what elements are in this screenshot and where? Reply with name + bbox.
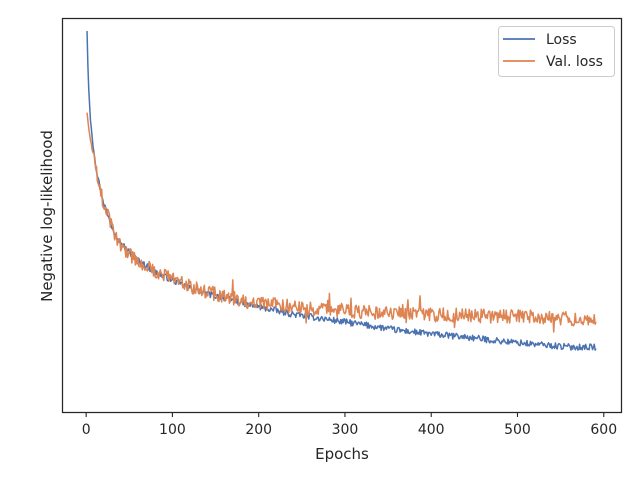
plot-area-frame [61, 17, 623, 414]
x-tick-label: 300 [332, 422, 359, 438]
x-tick-label: 400 [418, 422, 445, 438]
x-tick-label: 500 [504, 422, 531, 438]
y-axis-label: Negative log-likelihood [38, 130, 56, 302]
series-layer [86, 30, 597, 351]
x-axis-ticks: 0 100 200 300 400 500 600 [82, 412, 617, 438]
x-axis-label: Epochs [315, 445, 369, 463]
x-tick-label: 600 [590, 422, 617, 438]
legend: Loss Val. loss [498, 26, 615, 77]
legend-label-val-loss: Val. loss [546, 54, 603, 70]
x-tick-label: 200 [245, 422, 272, 438]
series-line-val-loss [86, 112, 597, 333]
x-tick-label: 0 [82, 422, 91, 438]
legend-label-loss: Loss [546, 32, 577, 48]
x-tick-label: 100 [159, 422, 186, 438]
